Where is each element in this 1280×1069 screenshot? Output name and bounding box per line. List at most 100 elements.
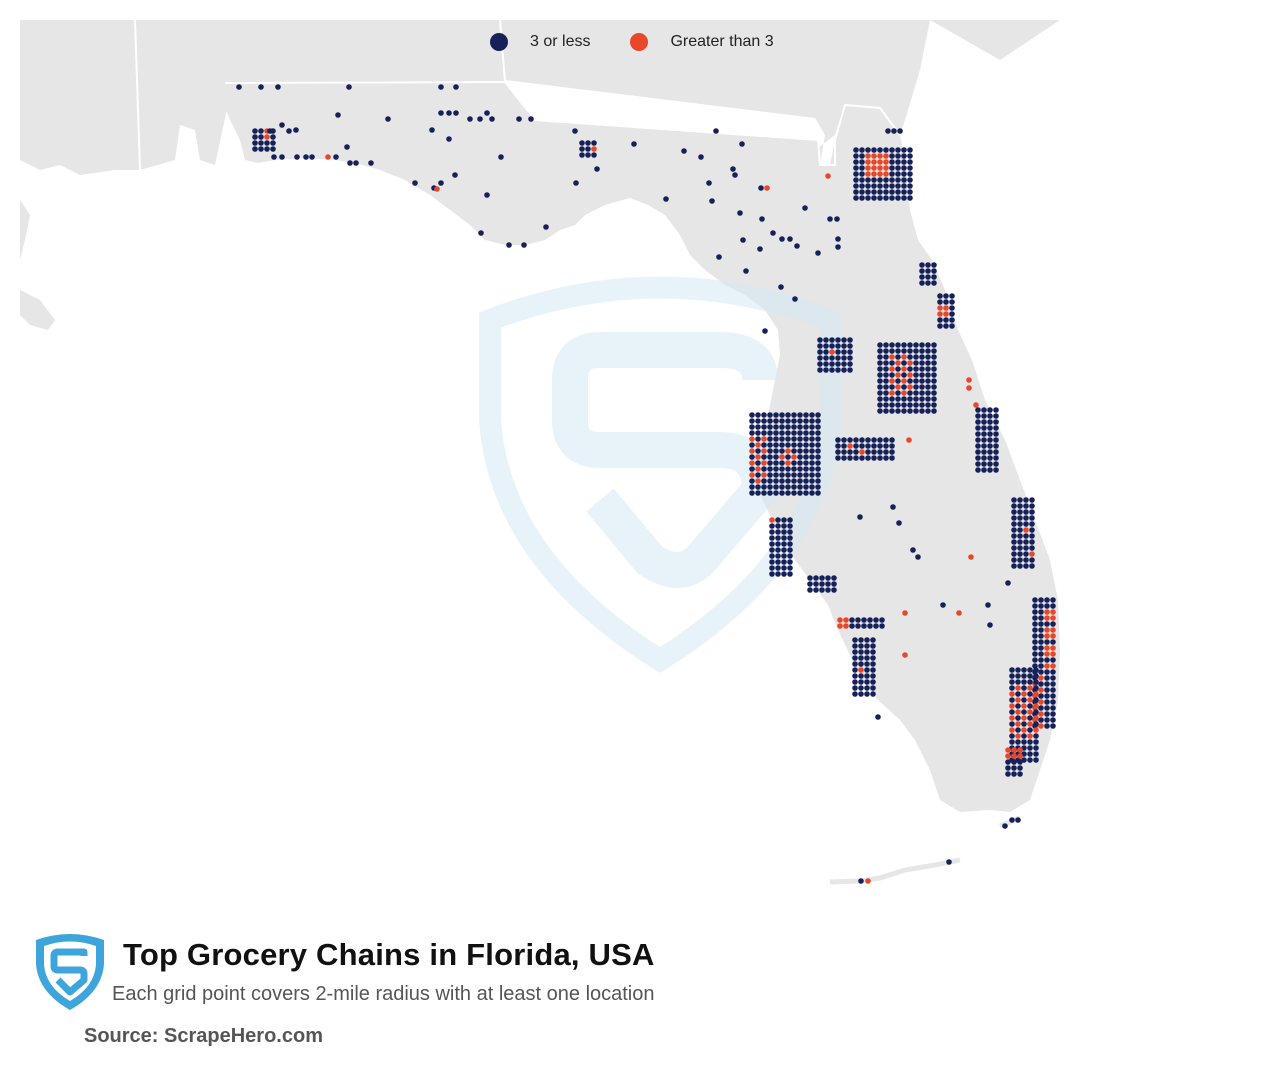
grid-point-low (931, 348, 937, 354)
grid-point-low (258, 140, 264, 146)
grid-point-low (949, 317, 955, 323)
grid-point-low (1017, 557, 1023, 563)
grid-point-low (809, 424, 815, 430)
land-mississippi-coast (20, 20, 140, 175)
grid-point-low (769, 523, 775, 529)
grid-point-low (871, 449, 877, 455)
grid-point-high (1015, 697, 1021, 703)
grid-point-low (809, 466, 815, 472)
grid-point-low (797, 430, 803, 436)
grid-point-low (769, 559, 775, 565)
grid-point-low (889, 159, 895, 165)
grid-point-high (1044, 609, 1050, 615)
grid-point-high (906, 437, 912, 443)
grid-point-low (755, 430, 761, 436)
grid-point-low (1044, 687, 1050, 693)
grid-point-low (841, 449, 847, 455)
grid-point-low (803, 460, 809, 466)
grid-point-low (303, 154, 309, 160)
grid-point-low (579, 140, 585, 146)
grid-point-low (831, 587, 837, 593)
scrapehero-shield-icon (36, 934, 104, 1010)
grid-point-low (841, 361, 847, 367)
grid-point-low (803, 448, 809, 454)
grid-point-low (1011, 557, 1017, 563)
grid-point-low (1033, 733, 1039, 739)
grid-point-low (901, 402, 907, 408)
grid-point-low (1029, 497, 1035, 503)
grid-point-high (889, 366, 895, 372)
grid-point-low (585, 140, 591, 146)
grid-point-low (852, 655, 858, 661)
grid-point-low (829, 361, 835, 367)
grid-point-low (889, 360, 895, 366)
grid-point-high (943, 311, 949, 317)
grid-point-low (910, 547, 916, 553)
grid-point-low (787, 236, 793, 242)
grid-point-low (931, 390, 937, 396)
grid-point-low (849, 617, 855, 623)
grid-point-low (931, 408, 937, 414)
grid-point-low (835, 437, 841, 443)
grid-point-low (797, 484, 803, 490)
grid-point-high (937, 311, 943, 317)
grid-point-low (883, 177, 889, 183)
grid-point-low (817, 349, 823, 355)
grid-point-low (791, 412, 797, 418)
grid-point-low (1011, 509, 1017, 515)
grid-point-low (907, 183, 913, 189)
grid-point-low (907, 342, 913, 348)
grid-point-high (1023, 527, 1029, 533)
grid-point-low (975, 431, 981, 437)
grid-point-low (835, 449, 841, 455)
grid-point-low (864, 673, 870, 679)
grid-point-low (785, 484, 791, 490)
grid-point-low (981, 413, 987, 419)
grid-point-low (907, 189, 913, 195)
grid-point-low (931, 274, 937, 280)
grid-point-low (857, 514, 863, 520)
grid-point-low (1015, 739, 1021, 745)
grid-point-low (1029, 539, 1035, 545)
grid-point-low (841, 443, 847, 449)
grid-point-low (743, 268, 749, 274)
grid-point-low (270, 134, 276, 140)
grid-point-low (749, 418, 755, 424)
grid-point-low (889, 183, 895, 189)
grid-point-low (1029, 557, 1035, 563)
grid-point-high (769, 517, 775, 523)
grid-point-high (966, 377, 972, 383)
grid-point-low (885, 128, 891, 134)
grid-point-low (1033, 673, 1039, 679)
grid-point-low (761, 490, 767, 496)
grid-point-low (769, 565, 775, 571)
grid-point-low (252, 128, 258, 134)
grid-point-low (907, 147, 913, 153)
grid-point-low (809, 418, 815, 424)
grid-point-low (803, 442, 809, 448)
grid-point-low (749, 442, 755, 448)
grid-point-low (975, 443, 981, 449)
grid-point-low (1050, 711, 1056, 717)
grid-point-low (1029, 503, 1035, 509)
grid-point-high (1021, 703, 1027, 709)
grid-point-low (931, 372, 937, 378)
grid-point-high (1029, 551, 1035, 557)
grid-point-low (1005, 759, 1011, 765)
grid-point-low (841, 367, 847, 373)
grid-point-high (749, 436, 755, 442)
grid-point-low (698, 154, 704, 160)
grid-point-low (1023, 551, 1029, 557)
grid-point-low (809, 448, 815, 454)
grid-point-low (737, 210, 743, 216)
grid-point-low (797, 466, 803, 472)
grid-point-low (1017, 527, 1023, 533)
grid-point-low (858, 878, 864, 884)
grid-point-low (981, 467, 987, 473)
grid-point-low (1009, 817, 1015, 823)
grid-point-low (346, 84, 352, 90)
grid-point-low (913, 396, 919, 402)
grid-point-low (925, 360, 931, 366)
grid-point-low (919, 402, 925, 408)
grid-point-low (749, 478, 755, 484)
